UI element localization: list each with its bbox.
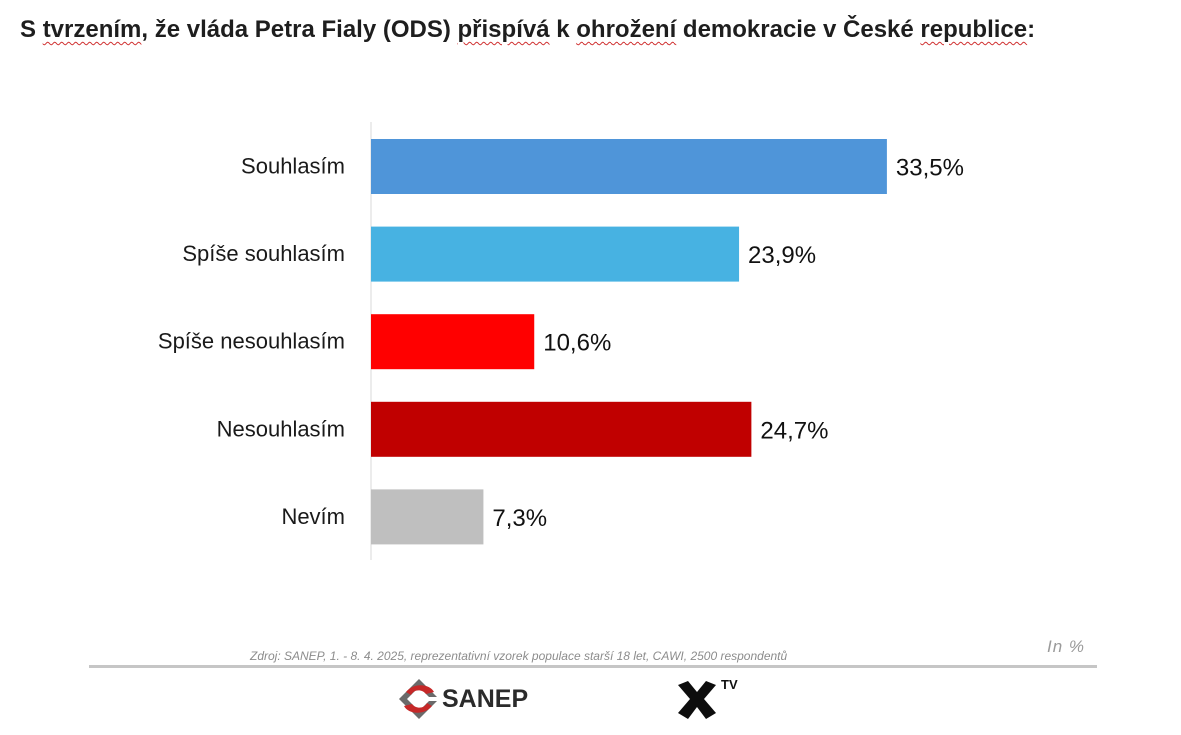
- unit-label: In %: [1047, 637, 1086, 656]
- bar: [371, 401, 752, 457]
- category-label: Spíše nesouhlasím: [158, 329, 345, 354]
- title-part: S: [20, 16, 43, 43]
- title-part: tvrzením: [42, 16, 142, 43]
- value-label: 23,9%: [748, 242, 816, 269]
- xtv-logo: TV: [674, 677, 754, 723]
- category-label: Souhlasím: [241, 154, 345, 179]
- title-part: , že vláda Petra Fialy (ODS): [141, 16, 458, 43]
- value-label: 10,6%: [543, 330, 611, 357]
- bar: [371, 226, 740, 282]
- sanep-logo-text: SANEP: [442, 685, 529, 713]
- title-part: :: [1027, 16, 1036, 43]
- title-part: přispívá: [457, 16, 550, 43]
- bar: [371, 489, 484, 545]
- category-label: Nesouhlasím: [217, 416, 345, 441]
- category-label: Nevím: [281, 504, 345, 529]
- bar: [371, 139, 887, 194]
- title-part: ohrožení: [576, 16, 677, 43]
- title-part: k: [549, 16, 577, 43]
- bar: [371, 314, 535, 370]
- sanep-logo-icon: [399, 679, 437, 719]
- value-label: 24,7%: [760, 417, 828, 444]
- bar-chart: Souhlasím 33,5% Spíše souhlasím 23,9% Spíše …: [158, 122, 964, 560]
- xtv-logo-text: TV: [721, 677, 738, 692]
- title-part: republice: [920, 16, 1028, 43]
- x-cross-icon: [678, 681, 716, 719]
- footer-divider: [89, 665, 1097, 668]
- sanep-logo: SANEP: [396, 676, 536, 722]
- value-label: 33,5%: [896, 155, 964, 182]
- value-label: 7,3%: [492, 505, 547, 532]
- title-part: demokracie v České: [676, 16, 921, 43]
- category-label: Spíše souhlasím: [182, 241, 345, 266]
- source-note: Zdroj: SANEP, 1. - 8. 4. 2025, reprezent…: [250, 649, 788, 663]
- chart-title: S tvrzením, že vláda Petra Fialy (ODS) p…: [20, 16, 1170, 44]
